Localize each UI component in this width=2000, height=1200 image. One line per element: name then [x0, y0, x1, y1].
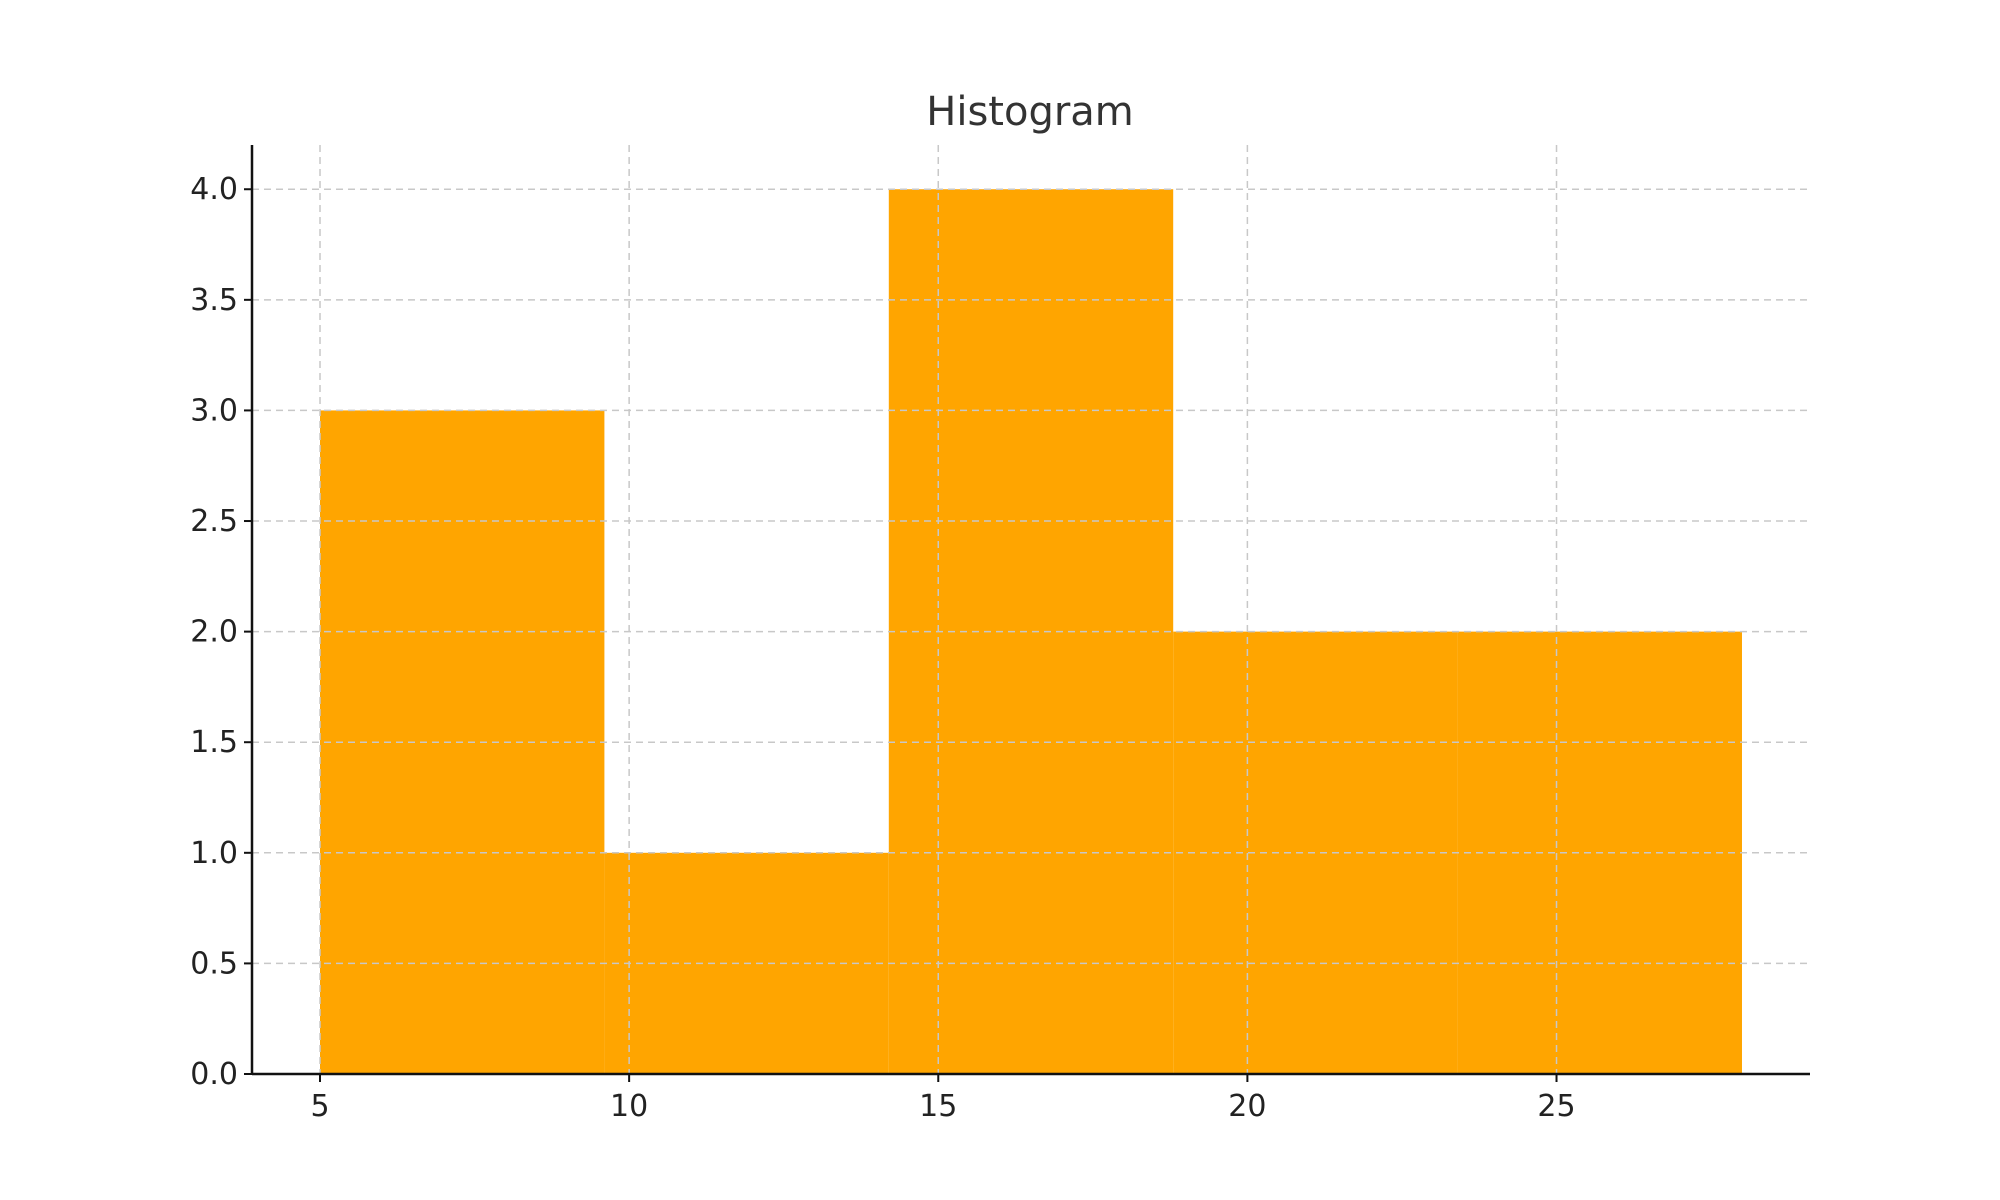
y-axis-ticks: 0.0 0.5 1.0 1.5 2.0 2.5 3.0 3.5 4.0 — [190, 172, 252, 1092]
y-tick-label: 3.5 — [190, 283, 238, 318]
y-tick-label: 1.0 — [190, 836, 238, 871]
y-tick-label: 3.0 — [190, 393, 238, 428]
chart-title: Histogram — [926, 89, 1134, 135]
x-tick-label: 10 — [610, 1089, 648, 1124]
x-tick-label: 20 — [1228, 1089, 1266, 1124]
y-tick-label: 2.5 — [190, 504, 238, 539]
y-tick-label: 2.0 — [190, 615, 238, 650]
x-tick-label: 15 — [919, 1089, 957, 1124]
y-tick-label: 1.5 — [190, 725, 238, 760]
x-axis-ticks: 5 10 15 20 25 — [310, 1074, 1576, 1124]
y-tick-label: 4.0 — [190, 172, 238, 207]
x-tick-label: 5 — [310, 1089, 329, 1124]
x-tick-label: 25 — [1537, 1089, 1575, 1124]
y-tick-label: 0.0 — [190, 1057, 238, 1092]
y-tick-label: 0.5 — [190, 946, 238, 981]
